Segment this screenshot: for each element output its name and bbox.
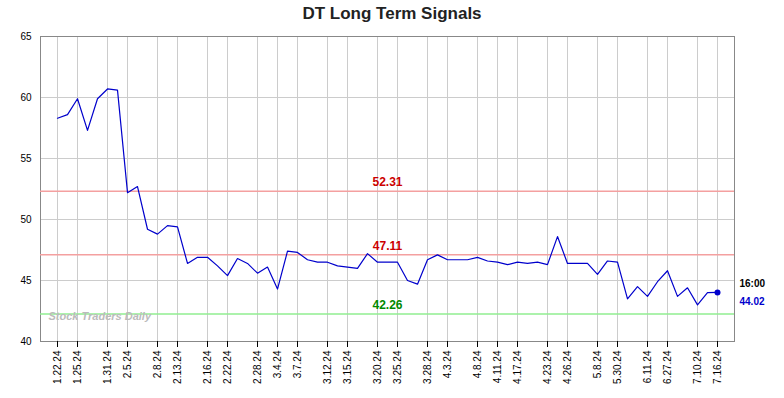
svg-text:6.27.24: 6.27.24: [662, 350, 673, 384]
svg-text:3.7.24: 3.7.24: [292, 350, 303, 378]
svg-text:3.20.24: 3.20.24: [372, 350, 383, 384]
svg-text:40: 40: [20, 336, 32, 347]
svg-text:4.23.24: 4.23.24: [542, 350, 553, 384]
svg-text:2.8.24: 2.8.24: [152, 350, 163, 378]
svg-text:4.17.24: 4.17.24: [512, 350, 523, 384]
svg-text:3.4.24: 3.4.24: [272, 350, 283, 378]
svg-text:60: 60: [20, 92, 32, 103]
svg-text:45: 45: [20, 275, 32, 286]
svg-text:1.22.24: 1.22.24: [52, 350, 63, 384]
html-text:DT Long Term Signals: DT Long Term Signals: [302, 4, 482, 23]
svg-text:6.11.24: 6.11.24: [642, 350, 653, 383]
svg-text:3.12.24: 3.12.24: [322, 350, 333, 384]
svg-text:2.5.24: 2.5.24: [122, 350, 133, 378]
svg-text:3.15.24: 3.15.24: [342, 350, 353, 384]
svg-text:2.22.24: 2.22.24: [222, 350, 233, 384]
svg-text:2.28.24: 2.28.24: [252, 350, 263, 384]
svg-text:7.16.24: 7.16.24: [712, 350, 723, 384]
svg-text:55: 55: [20, 153, 32, 164]
svg-text:16:00: 16:00: [740, 278, 766, 289]
svg-text:1.25.24: 1.25.24: [72, 350, 83, 384]
svg-text:4.3.24: 4.3.24: [442, 350, 453, 378]
svg-text:4.11.24: 4.11.24: [492, 350, 503, 383]
svg-text:1.31.24: 1.31.24: [102, 350, 113, 384]
svg-text:2.13.24: 2.13.24: [172, 350, 183, 384]
svg-text:4.26.24: 4.26.24: [562, 350, 573, 384]
svg-text:5.8.24: 5.8.24: [592, 350, 603, 378]
svg-text:5.30.24: 5.30.24: [612, 350, 623, 384]
svg-text:47.11: 47.11: [373, 239, 403, 253]
svg-text:3.28.24: 3.28.24: [422, 350, 433, 384]
svg-text:Stock Traders Daily: Stock Traders Daily: [49, 310, 152, 322]
svg-text:42.26: 42.26: [372, 298, 402, 312]
svg-text:3.25.24: 3.25.24: [392, 350, 403, 384]
svg-text:2.16.24: 2.16.24: [202, 350, 213, 384]
svg-text:7.10.24: 7.10.24: [692, 350, 703, 384]
svg-text:44.02: 44.02: [740, 296, 765, 307]
svg-text:50: 50: [20, 214, 32, 225]
svg-text:4.8.24: 4.8.24: [472, 350, 483, 378]
svg-text:52.31: 52.31: [372, 175, 402, 189]
svg-text:65: 65: [20, 31, 32, 42]
